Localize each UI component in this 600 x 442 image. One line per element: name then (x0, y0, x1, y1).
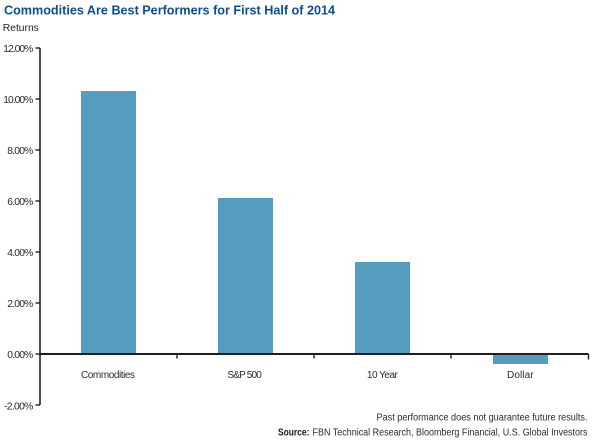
svg-text:-2.00%: -2.00% (4, 401, 33, 412)
svg-text:12.00%: 12.00% (3, 44, 33, 55)
svg-text:Source:: Source: (278, 428, 309, 439)
svg-text:Commodities: Commodities (81, 370, 135, 381)
svg-text:S&P 500: S&P 500 (227, 370, 262, 381)
svg-text:8.00%: 8.00% (7, 146, 33, 157)
svg-text:10 Year: 10 Year (367, 370, 399, 381)
svg-text:0.00%: 0.00% (7, 350, 33, 361)
svg-text:Returns: Returns (3, 22, 39, 34)
svg-text:4.00%: 4.00% (7, 248, 33, 259)
svg-text:Commodities Are Best Performer: Commodities Are Best Performers for Firs… (4, 4, 335, 18)
svg-text:FBN Technical Research, Bloomb: FBN Technical Research, Bloomberg Financ… (313, 428, 588, 439)
svg-text:Past performance does not guar: Past performance does not guarantee futu… (377, 413, 588, 424)
svg-text:10.00%: 10.00% (3, 95, 33, 106)
svg-text:Dollar: Dollar (507, 370, 534, 381)
svg-text:2.00%: 2.00% (7, 299, 33, 310)
svg-text:6.00%: 6.00% (7, 197, 33, 208)
